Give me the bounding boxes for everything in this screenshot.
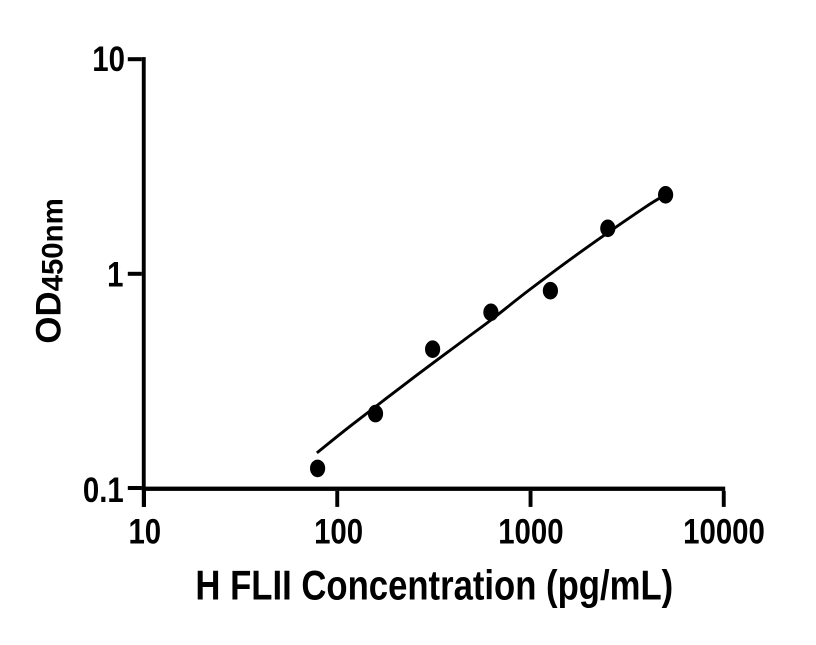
svg-text:1: 1 <box>107 255 123 294</box>
svg-text:1000: 1000 <box>498 512 563 551</box>
svg-text:0.1: 0.1 <box>83 470 124 509</box>
svg-text:H FLII Concentration (pg/mL): H FLII Concentration (pg/mL) <box>195 562 673 609</box>
svg-text:100: 100 <box>314 512 363 551</box>
svg-text:10000: 10000 <box>683 512 765 551</box>
svg-text:OD450nm: OD450nm <box>30 198 70 343</box>
svg-text:10: 10 <box>128 512 161 551</box>
svg-text:10: 10 <box>92 40 125 79</box>
